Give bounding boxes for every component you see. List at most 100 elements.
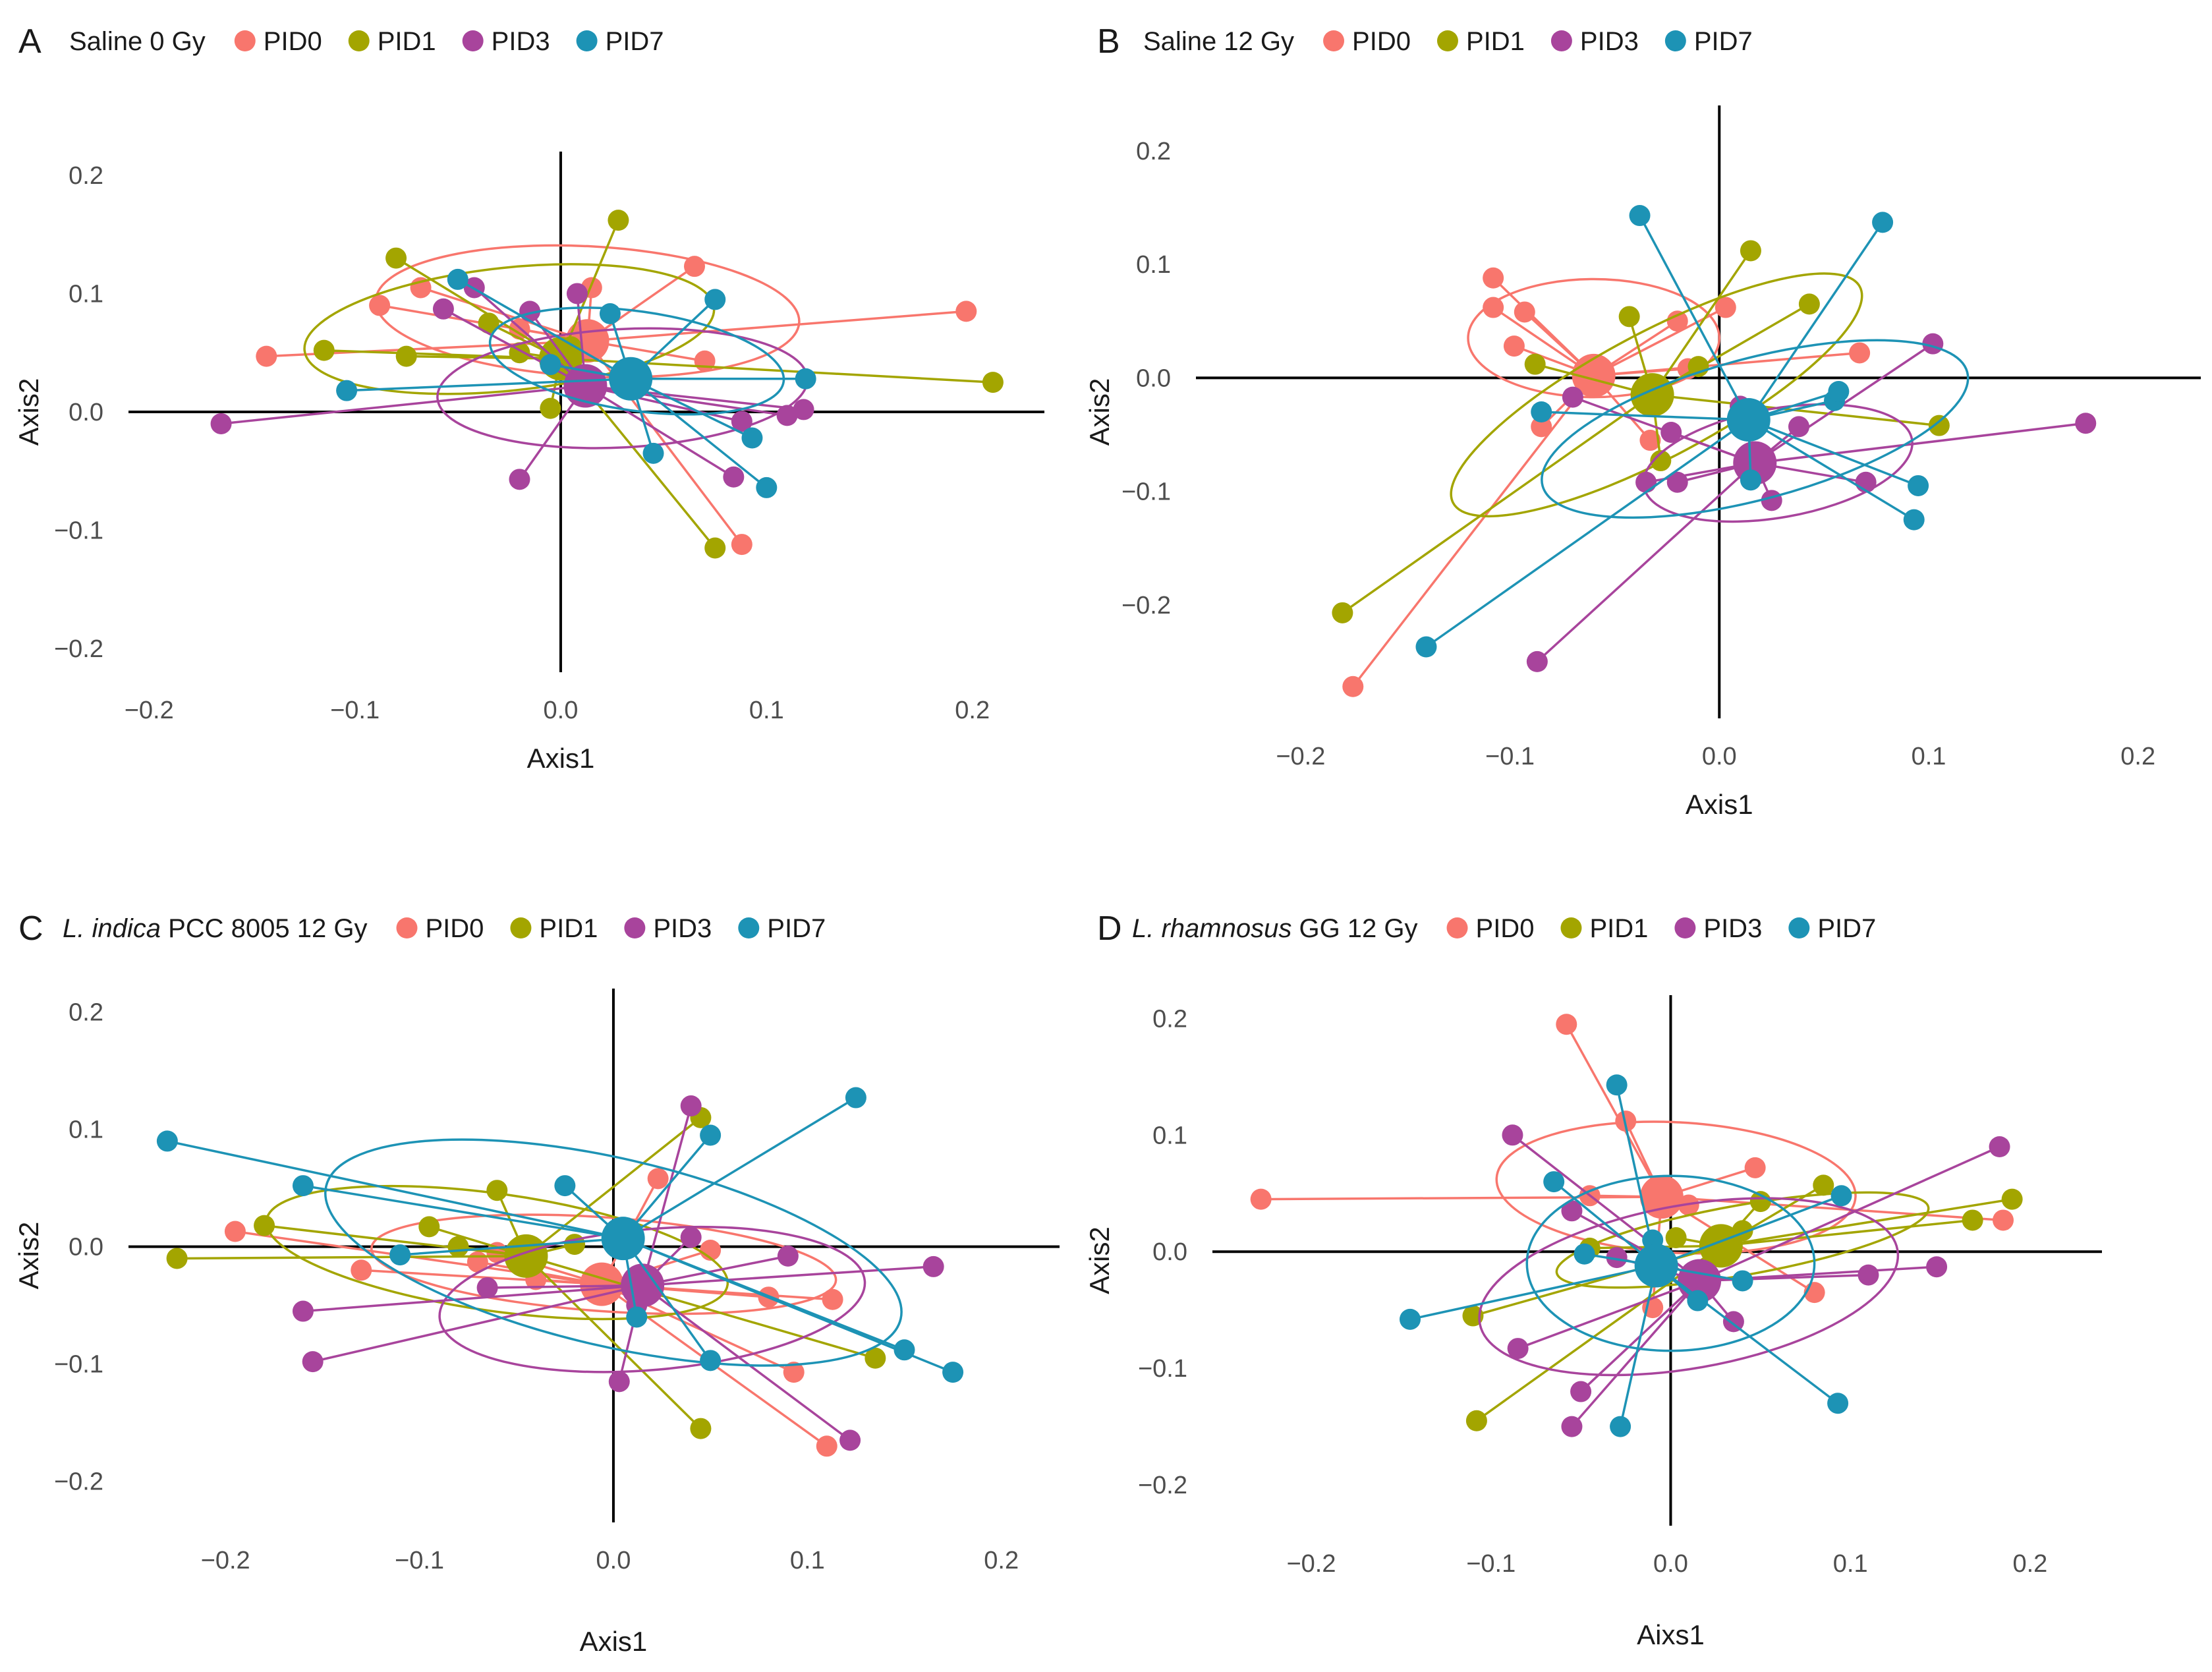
y-tick-label: −0.2 (54, 635, 103, 663)
data-point-pid3 (476, 1277, 498, 1298)
data-point-pid3 (1660, 422, 1682, 443)
data-point-pid0 (1503, 335, 1525, 357)
data-point-pid0 (1666, 310, 1688, 332)
legend-label: PID1 (539, 914, 598, 943)
panel-letter: C (18, 909, 43, 948)
centroid-pid3 (621, 1263, 665, 1308)
data-point-pid7 (540, 354, 561, 376)
spoke-line (487, 1284, 643, 1289)
legend-label: PID7 (767, 914, 826, 943)
spoke-line (443, 308, 586, 388)
data-point-pid0 (683, 256, 705, 277)
series-pid3 (292, 1095, 944, 1451)
spoke-line (622, 1134, 712, 1240)
confidence-ellipse-pid3 (1478, 1197, 1900, 1377)
data-point-pid0 (1250, 1188, 1272, 1210)
y-axis-title: Axis2 (13, 378, 44, 446)
legend-label: PID3 (1703, 914, 1762, 943)
data-point-pid1 (1650, 450, 1672, 472)
data-point-pid3 (680, 1226, 702, 1248)
data-point-pid0 (1483, 297, 1504, 318)
centroid-pid7 (1726, 398, 1771, 442)
data-point-pid7 (292, 1175, 314, 1197)
data-point-pid1 (1524, 353, 1546, 375)
data-point-pid0 (955, 301, 977, 322)
series-pid7 (156, 1087, 964, 1383)
spoke-line (1699, 1145, 2000, 1283)
legend-item-pid7: PID7 (738, 914, 826, 943)
legend-marker-pid7 (738, 917, 760, 938)
data-point-pid7 (1872, 212, 1894, 233)
legend-label: PID1 (1589, 914, 1648, 943)
panel-a: A Saline 0 Gy PID0 PID1 PID3 PID7 −0.2 −0.1 0.0 0… (13, 22, 1044, 774)
data-point-pid3 (566, 283, 588, 304)
y-tick-label: 0.1 (69, 280, 103, 308)
confidence-ellipse-pid7 (1525, 1174, 1816, 1352)
y-tick-label: 0.2 (69, 999, 103, 1027)
data-point-pid3 (1761, 490, 1782, 511)
data-point-pid1 (478, 312, 499, 334)
spoke-line (1656, 1194, 1842, 1267)
panel-letter: D (1097, 909, 1122, 948)
series-pid3 (210, 277, 814, 490)
data-point-pid3 (1788, 416, 1809, 438)
data-point-pid0 (256, 345, 277, 367)
data-point-pid1 (254, 1215, 275, 1236)
series-pid1 (1462, 1174, 2023, 1431)
legend-label: PID1 (378, 27, 436, 56)
x-tick-label: −0.2 (125, 697, 174, 724)
panel-letter: A (18, 22, 42, 61)
data-point-pid0 (783, 1362, 805, 1383)
x-axis-title: Aixs1 (1637, 1619, 1705, 1650)
data-point-pid3 (1926, 1256, 1948, 1278)
legend-label: PID3 (1580, 27, 1639, 56)
spoke-line (642, 1265, 934, 1287)
x-tick-label: 0.0 (596, 1547, 631, 1574)
data-point-pid1 (1665, 1227, 1687, 1248)
panel-title-part: GG 12 Gy (1291, 914, 1417, 943)
data-point-pid3 (1635, 471, 1657, 493)
legend-item-pid1: PID1 (1436, 27, 1525, 56)
data-point-pid7 (1606, 1074, 1628, 1096)
spoke-line (1720, 1197, 2012, 1248)
spoke-line (302, 1184, 623, 1240)
centroid-pid1 (1630, 373, 1674, 417)
data-point-pid3 (1570, 1381, 1592, 1402)
series-pid0 (256, 244, 977, 556)
confidence-ellipse-pid7 (1541, 339, 1970, 519)
data-point-pid7 (845, 1087, 866, 1109)
data-point-pid3 (1502, 1124, 1523, 1146)
centroid-pid0 (580, 1262, 624, 1306)
data-point-pid0 (1342, 676, 1364, 697)
panel-title-part: Saline 0 Gy (69, 27, 206, 56)
data-point-pid1 (1962, 1209, 1983, 1231)
spoke-line (1409, 1264, 1657, 1321)
y-tick-label: −0.1 (54, 1351, 103, 1379)
spoke-line (473, 287, 586, 387)
data-point-pid1 (166, 1248, 188, 1269)
data-point-pid1 (385, 247, 407, 269)
y-axis-title: Axis2 (1084, 1226, 1115, 1294)
y-axis-title: Axis2 (1084, 378, 1115, 446)
legend-marker-pid0 (396, 917, 418, 938)
confidence-ellipse-pid3 (438, 1225, 866, 1373)
data-point-pid1 (1740, 240, 1761, 262)
spoke-line (630, 378, 753, 440)
data-point-pid1 (418, 1216, 440, 1238)
spoke-line (167, 1139, 624, 1240)
series-pid0 (1250, 1014, 2014, 1319)
series-pid7 (1400, 1074, 1852, 1437)
legend-label: PID0 (264, 27, 322, 56)
x-tick-label: 0.1 (749, 697, 784, 724)
y-tick-label: 0.1 (1152, 1122, 1187, 1149)
data-point-pid1 (1928, 415, 1950, 436)
x-tick-label: 0.0 (544, 697, 579, 724)
legend-marker-pid1 (510, 917, 532, 938)
data-point-pid1 (486, 1180, 508, 1201)
data-point-pid0 (1514, 301, 1535, 323)
centroid-pid1 (1699, 1224, 1743, 1268)
data-point-pid3 (793, 399, 814, 420)
spoke-line (302, 1284, 643, 1313)
data-point-pid1 (1618, 306, 1640, 328)
data-point-pid0 (1715, 297, 1736, 318)
